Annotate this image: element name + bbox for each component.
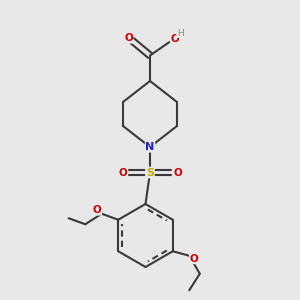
Text: O: O: [118, 167, 127, 178]
Text: N: N: [146, 142, 154, 152]
Text: O: O: [124, 33, 133, 43]
Text: O: O: [93, 205, 102, 215]
Text: O: O: [173, 167, 182, 178]
Text: O: O: [189, 254, 198, 264]
Text: O: O: [170, 34, 179, 44]
Text: H: H: [177, 28, 183, 38]
Text: S: S: [146, 167, 154, 178]
